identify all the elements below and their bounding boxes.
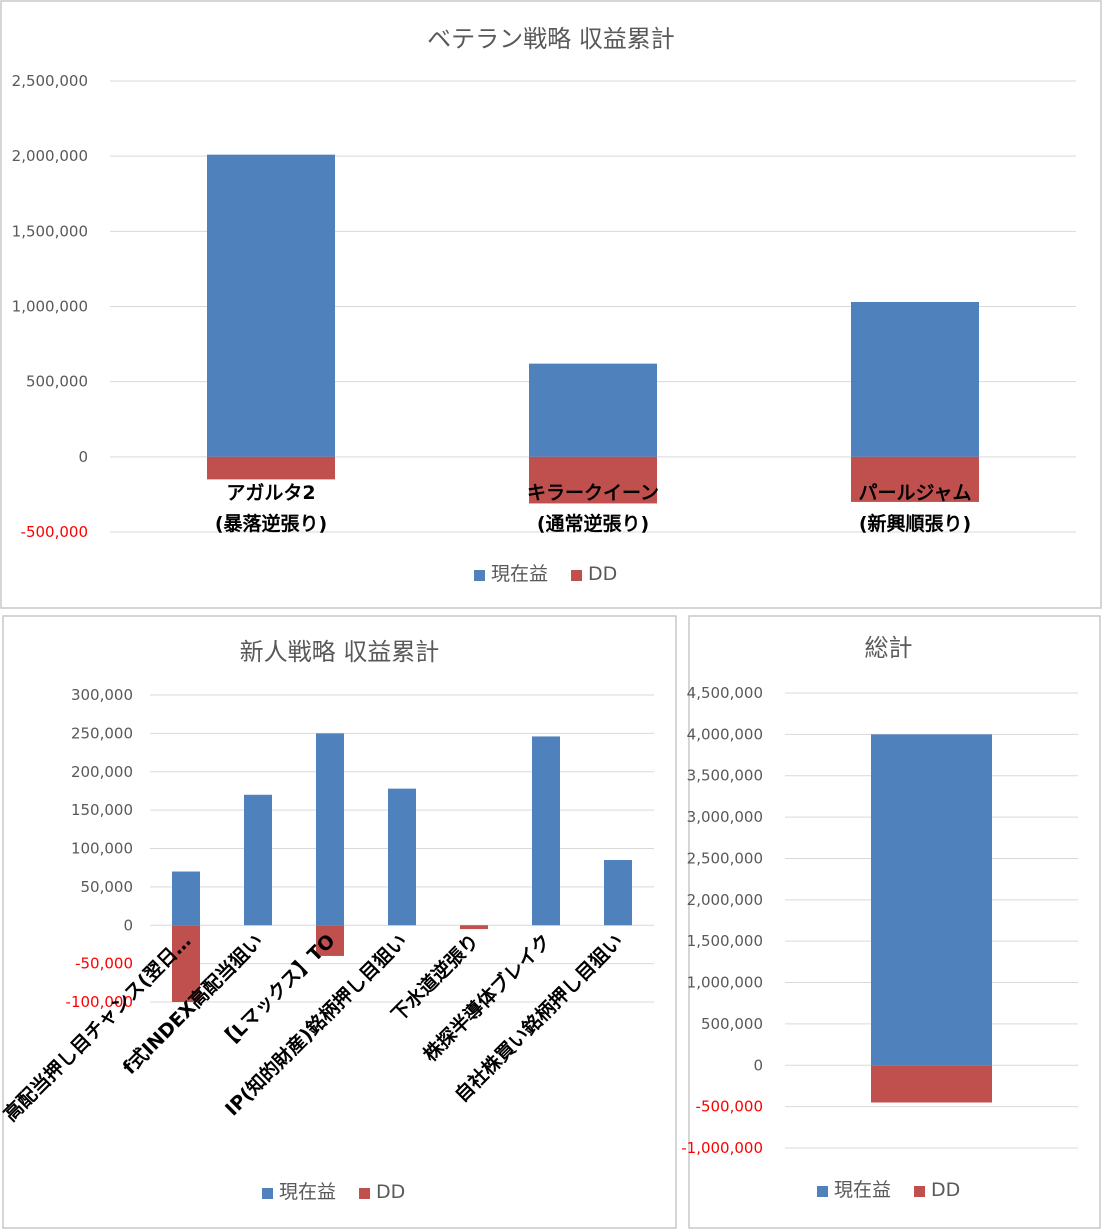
legend-label-dd: DD: [376, 1181, 405, 1203]
bar-profit: [529, 363, 657, 457]
y-tick-label: 500,000: [26, 373, 88, 391]
y-tick-label: 500,000: [701, 1015, 763, 1033]
legend-label-dd: DD: [588, 563, 617, 585]
veteran-strategy-chart: ベテラン戦略 収益累計 2,500,000 2,000,000 1,500,000 1,…: [0, 0, 1102, 609]
y-tick-label: -1,000,000: [681, 1139, 763, 1157]
legend-swatch-profit: [262, 1188, 273, 1199]
bar-profit: [871, 734, 992, 1066]
rookie-strategy-chart: 新人戦略 収益累計 300,000 250,000 200,000 150,000 100…: [0, 615, 677, 1229]
y-tick-label: 1,000,000: [12, 298, 88, 316]
legend-swatch-dd: [571, 570, 583, 581]
y-tick-label: 3,000,000: [687, 808, 763, 826]
y-tick-label: 3,500,000: [687, 767, 763, 785]
legend-swatch-profit: [817, 1186, 828, 1197]
bar-dd: [529, 456, 657, 504]
legend-label-profit: 現在益: [834, 1179, 891, 1201]
y-tick-label: 0: [123, 916, 133, 934]
legend-swatch-dd: [914, 1186, 926, 1197]
total-chart: 総計 4,500,000 4,000,000 3,500,000 3,000,000 2,…: [681, 615, 1101, 1229]
y-tick-label: 2,500,000: [687, 849, 763, 867]
legend-label-dd: DD: [931, 1179, 960, 1201]
category-label: (新興順張り): [859, 512, 971, 535]
y-tick-label: 100,000: [71, 840, 133, 858]
y-tick-label: 300,000: [71, 686, 133, 704]
y-tick-label: -50,000: [75, 955, 133, 973]
bar-dd: [316, 925, 344, 956]
y-tick-label: 200,000: [71, 763, 133, 781]
bar-dd: [851, 456, 979, 502]
category-label: アガルタ2: [226, 482, 315, 504]
chart-title: ベテラン戦略 収益累計: [427, 25, 675, 53]
bar-profit: [604, 860, 632, 926]
bar-dd: [460, 925, 488, 930]
category-label: パールジャム: [858, 482, 971, 504]
category-label: (通常逆張り): [537, 512, 649, 535]
category-label: (暴落逆張り): [215, 512, 327, 535]
y-tick-label: 2,000,000: [12, 147, 88, 165]
y-tick-label: -100,000: [66, 993, 133, 1011]
y-tick-label: -500,000: [21, 523, 88, 541]
y-tick-label: 1,000,000: [687, 974, 763, 992]
y-tick-label: 250,000: [71, 724, 133, 742]
legend-label-profit: 現在益: [491, 563, 548, 585]
bar-profit: [207, 154, 335, 457]
bar-dd: [172, 925, 200, 1002]
bar-profit: [172, 871, 200, 926]
y-tick-label: 0: [78, 448, 88, 466]
bar-profit: [244, 794, 272, 926]
y-tick-label: 0: [753, 1056, 763, 1074]
bar-profit: [851, 301, 979, 457]
y-tick-label: 1,500,000: [12, 222, 88, 240]
legend-swatch-profit: [474, 570, 485, 581]
y-tick-label: 1,500,000: [687, 932, 763, 950]
y-tick-label: 2,000,000: [687, 891, 763, 909]
y-tick-label: 50,000: [81, 878, 134, 896]
bar-dd: [207, 456, 335, 480]
legend-swatch-dd: [359, 1188, 371, 1199]
bar-profit: [388, 788, 416, 926]
y-tick-label: 150,000: [71, 801, 133, 819]
legend-label-profit: 現在益: [279, 1181, 336, 1203]
chart-title: 総計: [865, 634, 913, 662]
y-tick-label: 4,500,000: [687, 684, 763, 702]
bar-dd: [871, 1065, 992, 1103]
y-tick-label: -500,000: [696, 1098, 763, 1116]
bar-profit: [532, 736, 560, 926]
category-label: キラークイーン: [527, 482, 659, 504]
y-tick-label: 2,500,000: [12, 72, 88, 90]
bar-profit: [316, 733, 344, 926]
y-tick-label: 4,000,000: [687, 725, 763, 743]
chart-title: 新人戦略 収益累計: [240, 638, 440, 666]
